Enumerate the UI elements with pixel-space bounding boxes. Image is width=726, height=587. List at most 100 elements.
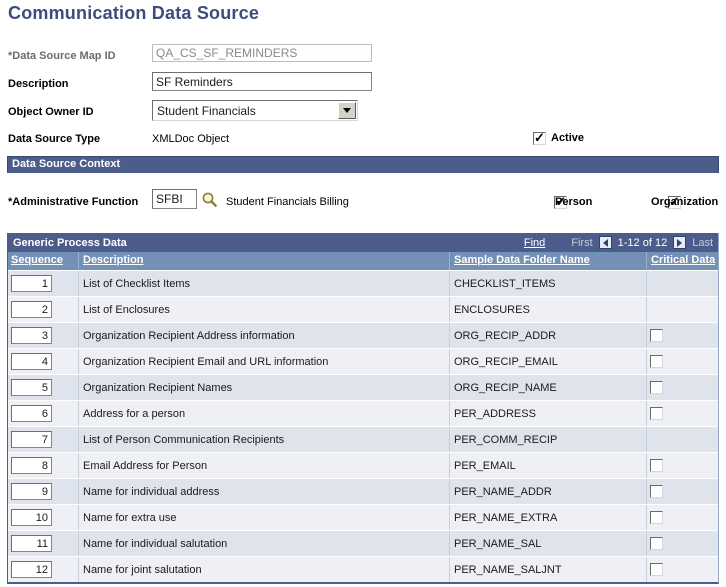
sequence-cell xyxy=(8,505,78,530)
grid-body: List of Checklist ItemsCHECKLIST_ITEMSLi… xyxy=(8,270,718,582)
critical-data-checkbox[interactable] xyxy=(650,407,663,420)
sequence-cell xyxy=(8,427,78,452)
column-header-description[interactable]: Description xyxy=(78,252,449,270)
grid-column-header: Sequence Description Sample Data Folder … xyxy=(8,252,718,270)
row-description: Name for joint salutation xyxy=(78,557,449,582)
organization-checkbox[interactable] xyxy=(667,194,681,210)
grid-pagination: Find First 1-12 of 12 Last xyxy=(524,236,713,249)
page-title: Communication Data Source xyxy=(8,3,260,23)
row-description: Organization Recipient Address informati… xyxy=(78,323,449,348)
row-folder-name: CHECKLIST_ITEMS xyxy=(449,271,646,296)
sequence-input[interactable] xyxy=(11,301,52,318)
column-header-folder-name[interactable]: Sample Data Folder Name xyxy=(449,252,646,270)
critical-data-checkbox[interactable] xyxy=(650,563,663,576)
row-description: Name for individual salutation xyxy=(78,531,449,556)
sequence-cell xyxy=(8,349,78,374)
next-arrow-icon[interactable] xyxy=(673,236,687,249)
row-description: List of Checklist Items xyxy=(78,271,449,296)
critical-data-cell xyxy=(646,557,716,582)
lookup-magnifier-icon[interactable] xyxy=(201,191,218,208)
organization-label: Organization xyxy=(651,196,719,208)
critical-data-cell xyxy=(646,531,716,556)
sequence-cell xyxy=(8,401,78,426)
sequence-input[interactable] xyxy=(11,405,52,422)
row-description: Organization Recipient Email and URL inf… xyxy=(78,349,449,374)
critical-data-checkbox[interactable] xyxy=(650,537,663,550)
sequence-input[interactable] xyxy=(11,535,52,552)
data-source-context-header: Data Source Context xyxy=(7,156,719,173)
table-row: List of Person Communication RecipientsP… xyxy=(8,426,718,452)
critical-data-cell xyxy=(646,297,716,322)
sequence-cell xyxy=(8,557,78,582)
table-row: Organization Recipient NamesORG_RECIP_NA… xyxy=(8,374,718,400)
sequence-input[interactable] xyxy=(11,353,52,370)
data-source-type-label: Data Source Type xyxy=(8,133,101,145)
row-folder-name: PER_COMM_RECIP xyxy=(449,427,646,452)
critical-data-cell xyxy=(646,479,716,504)
row-description: Name for individual address xyxy=(78,479,449,504)
description-label: Description xyxy=(8,78,69,90)
object-owner-value: Student Financials xyxy=(157,103,256,118)
critical-data-checkbox[interactable] xyxy=(650,459,663,472)
person-checkbox[interactable] xyxy=(554,194,568,210)
sequence-cell xyxy=(8,297,78,322)
person-label: Person xyxy=(555,196,593,208)
critical-data-cell xyxy=(646,427,716,452)
sequence-input[interactable] xyxy=(11,509,52,526)
row-folder-name: PER_NAME_EXTRA xyxy=(449,505,646,530)
critical-data-cell xyxy=(646,453,716,478)
critical-data-checkbox[interactable] xyxy=(650,381,663,394)
admin-function-description: Student Financials Billing xyxy=(226,196,349,208)
prev-arrow-icon[interactable] xyxy=(598,236,612,249)
sequence-input[interactable] xyxy=(11,431,52,448)
critical-data-cell xyxy=(646,349,716,374)
row-folder-name: PER_NAME_ADDR xyxy=(449,479,646,504)
critical-data-cell xyxy=(646,323,716,348)
sequence-input[interactable] xyxy=(11,561,52,578)
sequence-input[interactable] xyxy=(11,457,52,474)
column-header-sequence[interactable]: Sequence xyxy=(11,254,63,266)
row-range: 1-12 of 12 xyxy=(617,236,668,249)
sequence-cell xyxy=(8,271,78,296)
row-description: Address for a person xyxy=(78,401,449,426)
object-owner-select[interactable]: Student Financials xyxy=(152,100,358,121)
map-id-field xyxy=(152,44,372,62)
critical-data-checkbox[interactable] xyxy=(650,329,663,342)
table-row: Organization Recipient Email and URL inf… xyxy=(8,348,718,374)
row-description: Organization Recipient Names xyxy=(78,375,449,400)
row-folder-name: PER_ADDRESS xyxy=(449,401,646,426)
data-source-type-value: XMLDoc Object xyxy=(152,133,230,145)
chevron-down-icon[interactable] xyxy=(338,102,356,119)
sequence-input[interactable] xyxy=(11,327,52,344)
row-folder-name: PER_NAME_SALJNT xyxy=(449,557,646,582)
row-folder-name: ORG_RECIP_ADDR xyxy=(449,323,646,348)
sequence-input[interactable] xyxy=(11,379,52,396)
critical-data-cell xyxy=(646,505,716,530)
critical-data-checkbox[interactable] xyxy=(650,511,663,524)
generic-process-data-grid: Generic Process Data Find First 1-12 of … xyxy=(7,233,719,584)
critical-data-cell xyxy=(646,375,716,400)
sequence-input[interactable] xyxy=(11,275,52,292)
sequence-cell xyxy=(8,531,78,556)
admin-function-label: *Administrative Function xyxy=(8,196,139,208)
critical-data-checkbox[interactable] xyxy=(650,355,663,368)
admin-function-field[interactable] xyxy=(152,189,197,209)
grid-title-bar: Generic Process Data Find First 1-12 of … xyxy=(8,233,718,252)
sequence-cell xyxy=(8,375,78,400)
active-checkbox[interactable] xyxy=(533,130,546,146)
column-header-critical[interactable]: Critical Data xyxy=(646,252,716,270)
row-folder-name: PER_NAME_SAL xyxy=(449,531,646,556)
active-label: Active xyxy=(551,132,585,144)
row-folder-name: ORG_RECIP_EMAIL xyxy=(449,349,646,374)
description-field[interactable] xyxy=(152,72,372,91)
critical-data-cell xyxy=(646,401,716,426)
critical-data-checkbox[interactable] xyxy=(650,485,663,498)
sequence-input[interactable] xyxy=(11,483,52,500)
sequence-cell xyxy=(8,453,78,478)
last-link: Last xyxy=(692,236,713,249)
find-link[interactable]: Find xyxy=(523,236,546,249)
